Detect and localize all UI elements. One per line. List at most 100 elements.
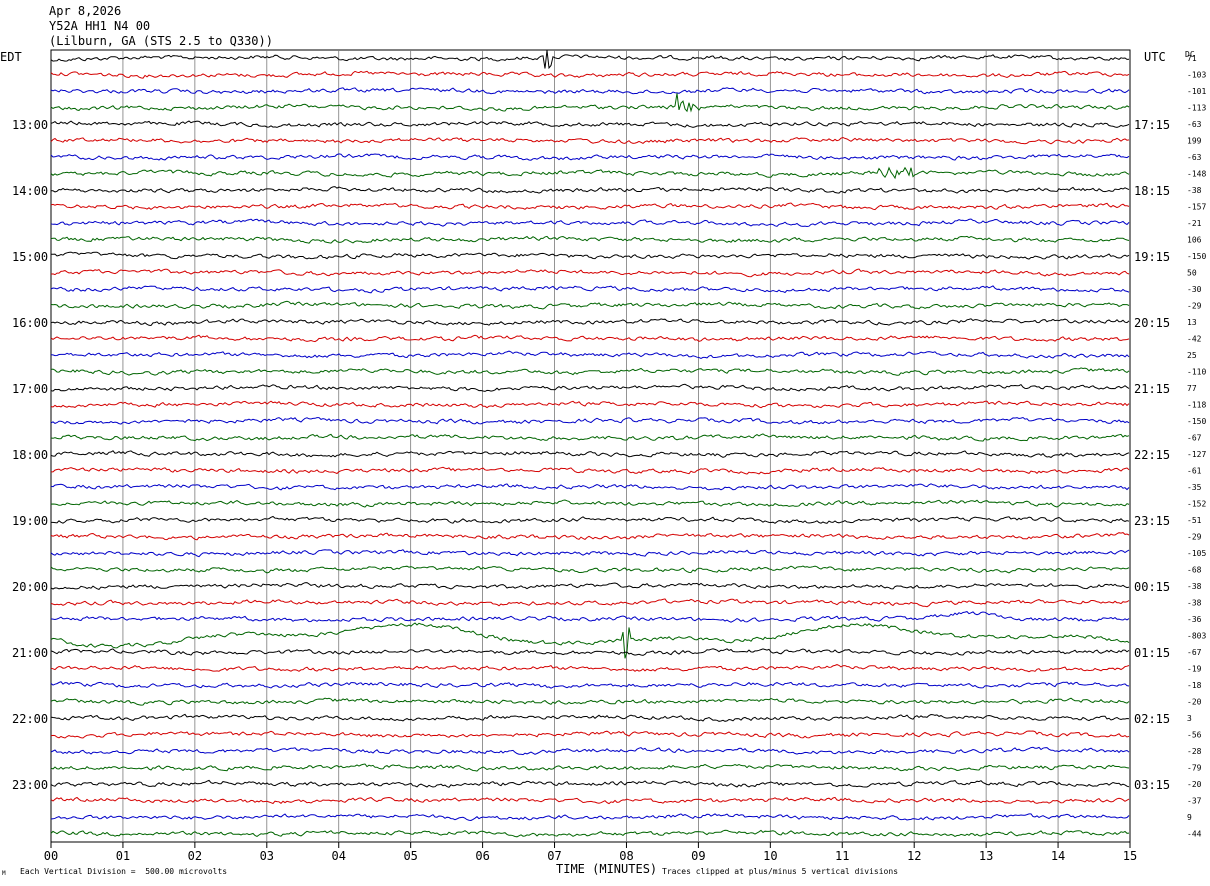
trace-line xyxy=(50,50,1130,70)
x-tick-label: 03 xyxy=(260,849,274,863)
trace-line xyxy=(50,796,1130,805)
trace-line xyxy=(51,186,1130,194)
trace-line xyxy=(50,218,1130,228)
corner-mark: M xyxy=(2,870,6,877)
dc-offset-label: -101 xyxy=(1187,87,1206,96)
dc-offset-label: -110 xyxy=(1187,368,1206,377)
trace-line xyxy=(50,450,1130,458)
scale-note: Each Vertical Division = 500.00 microvol… xyxy=(20,867,228,876)
x-tick-label: 12 xyxy=(907,849,921,863)
trace-line xyxy=(50,813,1130,822)
dc-offset-label: -38 xyxy=(1187,599,1202,608)
trace-line xyxy=(50,565,1130,574)
x-tick-label: 04 xyxy=(332,849,346,863)
trace-line xyxy=(50,136,1130,145)
x-tick-label: 10 xyxy=(763,849,777,863)
trace-line xyxy=(50,153,1130,161)
x-tick-label: 00 xyxy=(44,849,58,863)
dc-offset-label: 13 xyxy=(1187,318,1197,327)
dc-offset-label: -148 xyxy=(1187,170,1206,179)
trace-line xyxy=(50,70,1130,79)
dc-offset-label: -118 xyxy=(1187,401,1206,410)
x-tick-label: 11 xyxy=(835,849,849,863)
x-tick-label: 08 xyxy=(619,849,633,863)
trace-line xyxy=(50,622,1130,659)
trace-line xyxy=(50,268,1130,278)
left-hour-label: 19:00 xyxy=(12,514,48,528)
dc-offset-label: -63 xyxy=(1187,153,1202,162)
dc-offset-label: -56 xyxy=(1187,731,1202,740)
trace-line xyxy=(50,611,1130,623)
right-hour-label: 21:15 xyxy=(1134,382,1170,396)
right-hour-label: 18:15 xyxy=(1134,184,1170,198)
dc-offset-label: -18 xyxy=(1187,681,1202,690)
right-hour-label: 02:15 xyxy=(1134,712,1170,726)
dc-offset-label: -20 xyxy=(1187,780,1202,789)
trace-line xyxy=(50,334,1130,343)
trace-line xyxy=(50,713,1130,722)
label-layer: 00 01 02 03 04 05 06 07 08 09 10 11 12 13 14 15 71 -103 -1… xyxy=(12,54,1206,863)
right-hour-label: 20:15 xyxy=(1134,316,1170,330)
left-hour-label: 17:00 xyxy=(12,382,48,396)
dc-offset-label: -44 xyxy=(1187,830,1202,839)
dc-offset-label: -19 xyxy=(1187,665,1202,674)
x-tick-label: 09 xyxy=(691,849,705,863)
dc-offset-label: 77 xyxy=(1187,384,1197,393)
right-hour-label: 17:15 xyxy=(1134,118,1170,132)
trace-layer xyxy=(50,50,1130,838)
dc-offset-label: -67 xyxy=(1187,434,1202,443)
dc-offset-label: -28 xyxy=(1187,747,1202,756)
header-location: (Lilburn, GA (STS 2.5 to Q330)) xyxy=(49,34,273,48)
dc-offset-label: 3 xyxy=(1187,714,1192,723)
right-hour-label: 19:15 xyxy=(1134,250,1170,264)
dc-offset-label: 199 xyxy=(1187,137,1202,146)
trace-line xyxy=(50,235,1130,244)
right-hour-label: 03:15 xyxy=(1134,778,1170,792)
left-hour-label: 21:00 xyxy=(12,646,48,660)
left-hour-label: 20:00 xyxy=(12,580,48,594)
header-date: Apr 8,2026 xyxy=(49,4,122,18)
dc-offset-label: -67 xyxy=(1187,648,1202,657)
plot-frame xyxy=(50,49,1131,843)
dc-offset-label: -803 xyxy=(1187,632,1206,641)
dc-offset-label: -61 xyxy=(1187,467,1202,476)
dc-offset-label: -51 xyxy=(1187,516,1202,525)
trace-line xyxy=(50,251,1130,260)
right-timezone-label: UTC xyxy=(1144,50,1166,64)
trace-line xyxy=(50,350,1130,359)
left-hour-label: 18:00 xyxy=(12,448,48,462)
dc-offset-label: -20 xyxy=(1187,698,1202,707)
left-hour-label: 16:00 xyxy=(12,316,48,330)
dc-offset-label: -63 xyxy=(1187,120,1202,129)
right-hour-label: 23:15 xyxy=(1134,514,1170,528)
left-hour-label: 13:00 xyxy=(12,118,48,132)
trace-line xyxy=(50,202,1130,211)
dc-offset-label: -105 xyxy=(1187,549,1206,558)
trace-line xyxy=(50,779,1130,788)
x-tick-label: 06 xyxy=(475,849,489,863)
right-hour-label: 22:15 xyxy=(1134,448,1170,462)
trace-line xyxy=(50,681,1130,689)
x-tick-label: 01 xyxy=(116,849,130,863)
trace-line xyxy=(50,87,1130,95)
x-tick-label: 07 xyxy=(547,849,561,863)
x-tick-label: 15 xyxy=(1123,849,1137,863)
dc-offset-label: -157 xyxy=(1187,203,1206,212)
left-hour-label: 15:00 xyxy=(12,250,48,264)
dc-offset-label: 50 xyxy=(1187,269,1197,278)
trace-line xyxy=(50,318,1130,327)
trace-line xyxy=(50,532,1130,541)
trace-line xyxy=(51,515,1130,524)
trace-line xyxy=(50,549,1130,558)
dc-offset-label: -37 xyxy=(1187,797,1202,806)
trace-line xyxy=(50,416,1130,425)
dc-offset-label: -150 xyxy=(1187,417,1206,426)
x-axis-title: TIME (MINUTES) xyxy=(556,862,658,876)
clip-note: Traces clipped at plus/minus 5 vertical … xyxy=(662,867,899,876)
left-hour-label: 23:00 xyxy=(12,778,48,792)
x-tick-label: 14 xyxy=(1051,849,1065,863)
dc-offset-label: 71 xyxy=(1187,54,1197,63)
dc-offset-label: -29 xyxy=(1187,533,1202,542)
trace-line xyxy=(50,483,1130,491)
